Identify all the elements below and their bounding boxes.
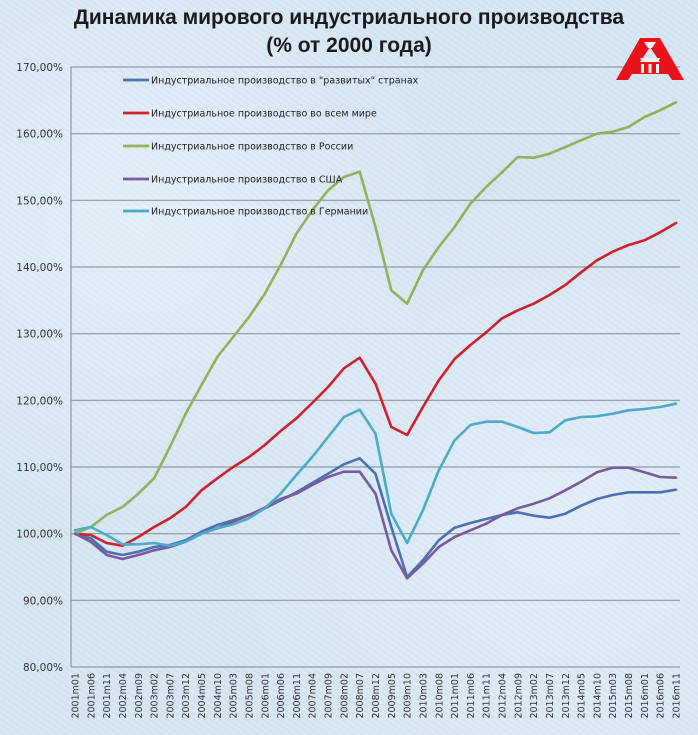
x-tick-label: 2004m10 <box>213 673 224 719</box>
y-tick-label: 120,00% <box>16 395 63 407</box>
legend-label-3: Индустриальное производство в России <box>151 142 353 153</box>
x-tick-label: 2006m11 <box>292 673 303 719</box>
series-line-2 <box>73 221 678 547</box>
x-tick-label: 2009m10 <box>403 673 414 719</box>
series-line-1 <box>73 457 678 579</box>
x-tick-label: 2012m04 <box>498 673 509 719</box>
x-tick-label: 2002m09 <box>134 673 145 719</box>
x-tick-label: 2011m06 <box>466 673 477 719</box>
logo-cap <box>644 42 656 48</box>
chart-subtitle: (% от 2000 года) <box>266 34 432 57</box>
x-tick-label: 2007m09 <box>324 673 335 719</box>
x-tick-label: 2011m01 <box>450 673 461 719</box>
y-tick-label: 170,00% <box>16 62 63 74</box>
x-tick-label: 2003m12 <box>181 673 192 719</box>
series-line-5 <box>73 402 678 547</box>
x-tick-label: 2006m06 <box>276 673 287 719</box>
series-line-4 <box>73 466 678 580</box>
x-tick-label: 2001m01 <box>71 673 82 719</box>
x-tick-label: 2016m11 <box>672 673 683 719</box>
legend-label-2: Индустриальное производство во всем мире <box>151 109 377 120</box>
series-lines <box>73 101 678 580</box>
x-tick-label: 2008m07 <box>355 673 366 719</box>
x-tick-label: 2007m04 <box>308 673 319 719</box>
x-tick-label: 2008m02 <box>339 673 350 719</box>
gridlines <box>70 66 680 668</box>
red-triangle-logo <box>616 38 684 80</box>
y-axis-ticks: 80,00% 90,00% 100,00% 110,00% 120,00% 130,00%… <box>16 62 63 674</box>
x-tick-label: 2002m04 <box>118 673 129 719</box>
x-tick-label: 2012m09 <box>513 673 524 719</box>
x-tick-label: 2015m03 <box>608 673 619 719</box>
logo-stem-mid <box>648 64 652 73</box>
legend-label-1: Индустриальное производство в "развитых"… <box>151 76 419 87</box>
y-tick-label: 110,00% <box>16 462 63 474</box>
legend: Индустриальное производство в "развитых"… <box>123 76 419 218</box>
y-tick-label: 90,00% <box>23 595 63 607</box>
x-tick-label: 2013m07 <box>545 673 556 719</box>
x-tick-label: 2001m06 <box>86 673 97 719</box>
logo-stem-left <box>641 64 644 73</box>
y-tick-label: 100,00% <box>16 529 63 541</box>
x-tick-label: 2015m08 <box>624 673 635 719</box>
x-tick-label: 2003m07 <box>165 673 176 719</box>
series-line-3 <box>73 101 678 535</box>
x-tick-label: 2003m02 <box>150 673 161 719</box>
x-tick-label: 2006m01 <box>260 673 271 719</box>
x-tick-label: 2013m12 <box>561 673 572 719</box>
x-tick-label: 2013m02 <box>529 673 540 719</box>
legend-label-4: Индустриальное производство в США <box>151 175 343 186</box>
x-axis-ticks: 2001m01 2001m06 2001m11 2002m04 2002m09 2003m… <box>71 673 683 719</box>
logo-stem-right <box>656 64 659 73</box>
chart-title-block: Динамика мирового индустриального произв… <box>0 4 698 60</box>
chart-title: Динамика мирового индустриального произв… <box>73 6 625 29</box>
y-tick-label: 80,00% <box>23 662 63 674</box>
y-tick-label: 130,00% <box>16 329 63 341</box>
x-tick-label: 2014m10 <box>592 673 603 719</box>
legend-label-5: Индустриальное производство в Германии <box>151 207 368 218</box>
y-tick-label: 140,00% <box>16 262 63 274</box>
x-tick-label: 2005m08 <box>244 673 255 719</box>
x-tick-label: 2005m03 <box>229 673 240 719</box>
x-tick-label: 2016m06 <box>656 673 667 719</box>
x-tick-label: 2008m12 <box>371 673 382 719</box>
x-tick-label: 2011m11 <box>482 673 493 719</box>
x-tick-label: 2016m01 <box>640 673 651 719</box>
x-tick-label: 2010m03 <box>418 673 429 719</box>
logo-crossbar <box>640 58 660 62</box>
y-tick-label: 150,00% <box>16 195 63 207</box>
x-tick-label: 2009m05 <box>387 673 398 719</box>
x-tick-label: 2001m11 <box>102 673 113 719</box>
x-tick-label: 2004m05 <box>197 673 208 719</box>
x-tick-label: 2010m08 <box>434 673 445 719</box>
y-tick-label: 160,00% <box>16 129 63 141</box>
x-tick-label: 2014m05 <box>577 673 588 719</box>
